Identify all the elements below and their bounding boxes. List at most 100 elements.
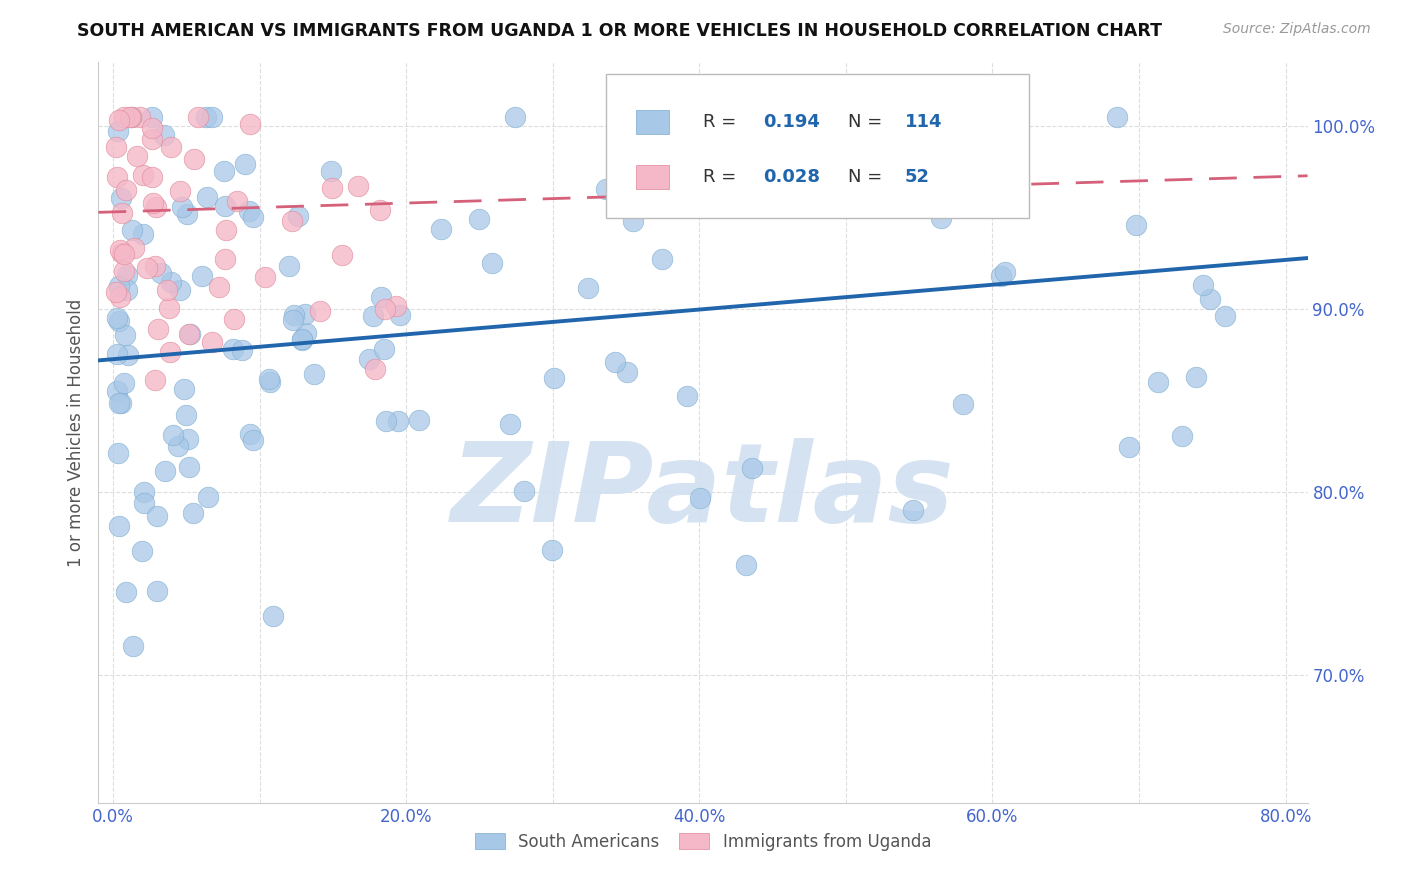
Point xyxy=(430,222,453,236)
Point xyxy=(239,426,262,441)
Point xyxy=(105,169,128,184)
Point xyxy=(870,110,893,124)
Point xyxy=(222,311,245,326)
Point xyxy=(576,281,599,295)
Y-axis label: 1 or more Vehicles in Household: 1 or more Vehicles in Household xyxy=(66,299,84,566)
Point xyxy=(259,375,281,389)
Point xyxy=(172,200,194,214)
Point xyxy=(169,184,191,198)
Point xyxy=(481,256,503,270)
Point xyxy=(169,284,191,298)
Point xyxy=(112,376,135,391)
Legend: South Americans, Immigrants from Uganda: South Americans, Immigrants from Uganda xyxy=(468,826,938,857)
Point xyxy=(160,140,183,154)
Point xyxy=(389,308,412,322)
Point xyxy=(499,417,522,431)
Point xyxy=(153,464,176,478)
Point xyxy=(117,348,139,362)
Point xyxy=(136,261,159,276)
Point xyxy=(222,343,245,357)
Point xyxy=(616,365,638,379)
Point xyxy=(114,584,136,599)
Text: 114: 114 xyxy=(905,112,942,130)
Point xyxy=(179,459,201,474)
Point xyxy=(1199,292,1222,306)
Point xyxy=(143,260,166,274)
Point xyxy=(741,461,763,475)
Point xyxy=(385,299,408,313)
Point xyxy=(132,484,155,499)
Point xyxy=(141,170,163,185)
Point xyxy=(309,304,332,318)
Point xyxy=(142,196,165,211)
Point xyxy=(145,584,167,599)
Point xyxy=(128,110,150,124)
Point xyxy=(114,328,136,343)
Point xyxy=(359,352,381,367)
Point xyxy=(145,373,167,387)
Point xyxy=(117,283,139,297)
Point xyxy=(108,518,131,533)
Point xyxy=(262,608,284,623)
Point xyxy=(107,124,129,138)
Text: 0.028: 0.028 xyxy=(763,169,821,186)
Point xyxy=(108,396,131,410)
Point xyxy=(361,309,384,323)
Point xyxy=(108,289,131,303)
Point xyxy=(112,110,135,124)
Point xyxy=(1125,218,1147,232)
Point xyxy=(543,371,565,385)
Point xyxy=(195,190,218,204)
Point xyxy=(257,371,280,385)
Point xyxy=(108,279,131,293)
Point xyxy=(254,270,277,285)
Point xyxy=(291,332,314,346)
Point xyxy=(990,268,1012,283)
Point xyxy=(903,503,925,517)
Text: R =: R = xyxy=(703,169,742,186)
Point xyxy=(994,265,1017,279)
Point xyxy=(735,558,758,572)
Point xyxy=(215,222,238,236)
Point xyxy=(283,308,305,322)
Point xyxy=(214,199,236,213)
Point xyxy=(984,126,1007,140)
Point xyxy=(952,397,974,411)
Point xyxy=(179,326,201,341)
Point xyxy=(1171,429,1194,443)
Point xyxy=(145,200,167,214)
Point xyxy=(110,191,132,205)
Point xyxy=(233,157,256,171)
Point xyxy=(1215,310,1237,324)
Point xyxy=(107,313,129,327)
Point xyxy=(321,181,343,195)
Point xyxy=(181,506,204,520)
Text: Source: ZipAtlas.com: Source: ZipAtlas.com xyxy=(1223,22,1371,37)
Point xyxy=(146,508,169,523)
Point xyxy=(110,396,132,410)
Text: R =: R = xyxy=(703,112,742,130)
Point xyxy=(183,152,205,166)
Point xyxy=(187,110,209,124)
Point xyxy=(294,326,316,340)
Text: ZIPatlas: ZIPatlas xyxy=(451,438,955,545)
Point xyxy=(676,389,699,403)
Point xyxy=(131,544,153,558)
Point xyxy=(755,120,778,134)
Point xyxy=(107,445,129,459)
Point xyxy=(125,149,148,163)
Point xyxy=(242,433,264,447)
Point xyxy=(162,427,184,442)
Point xyxy=(287,210,309,224)
Point xyxy=(387,414,409,428)
Point xyxy=(689,491,711,505)
Point xyxy=(176,206,198,220)
Point xyxy=(159,345,181,359)
Point xyxy=(330,248,353,262)
Point xyxy=(201,335,224,350)
Text: SOUTH AMERICAN VS IMMIGRANTS FROM UGANDA 1 OR MORE VEHICLES IN HOUSEHOLD CORRELA: SOUTH AMERICAN VS IMMIGRANTS FROM UGANDA… xyxy=(77,22,1163,40)
Point xyxy=(364,361,387,376)
Text: 52: 52 xyxy=(905,169,929,186)
Point xyxy=(177,432,200,446)
Point xyxy=(595,182,617,196)
